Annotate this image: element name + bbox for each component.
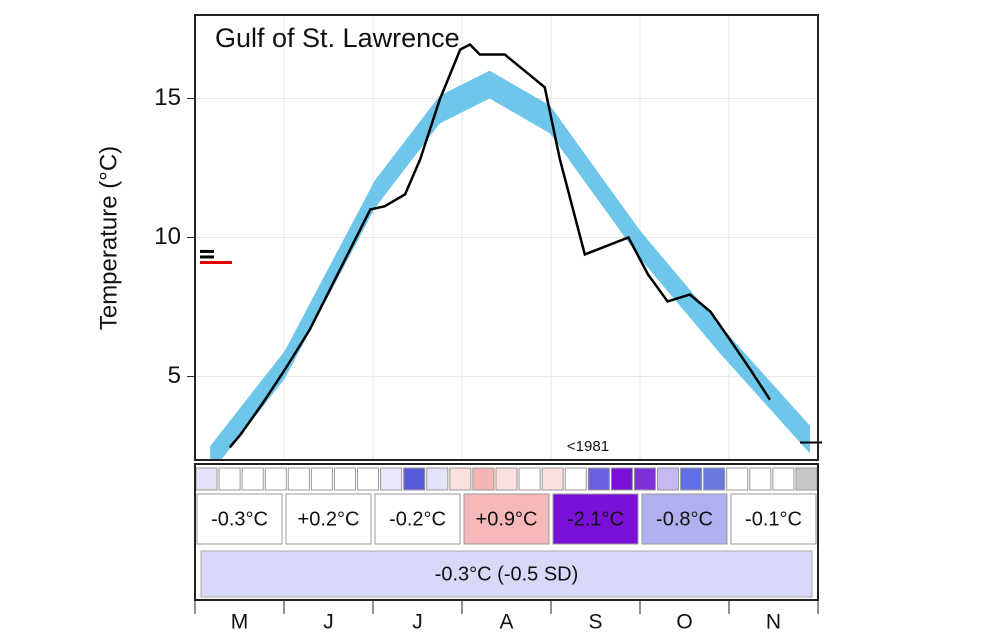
monthly-box [196, 493, 283, 545]
weekly-cell [241, 467, 264, 491]
x-tick-label: M [231, 611, 249, 634]
x-tick-label: N [766, 611, 781, 634]
weekly-cell [333, 467, 357, 491]
y-tick-label: 10 [154, 223, 181, 250]
monthly-box [730, 493, 817, 545]
weekly-cell [264, 467, 287, 491]
weekly-cell [749, 467, 772, 491]
weekly-cell [310, 467, 333, 491]
weekly-cell [495, 467, 518, 491]
monthly-box [641, 493, 728, 545]
monthly-label: -0.3°C [211, 508, 268, 530]
y-tick-label: 5 [168, 362, 181, 389]
x-tick-label: J [412, 611, 423, 634]
weekly-cell [195, 467, 218, 491]
x-tick-label: J [323, 611, 334, 634]
weekly-cell [380, 467, 403, 491]
data-line [228, 42, 771, 449]
monthly-label: +0.2°C [298, 508, 360, 530]
monthly-box [285, 493, 372, 545]
weekly-cell [703, 467, 726, 491]
weekly-cell [772, 467, 795, 491]
y-axis-label: Temperature (°C) [95, 146, 122, 330]
weekly-cell [218, 467, 241, 491]
weekly-cell [795, 467, 818, 491]
weekly-cell [287, 467, 310, 491]
season-label: -0.3°C (-0.5 SD) [435, 563, 579, 585]
x-tick-label: O [676, 611, 692, 634]
chart-title: Gulf of St. Lawrence [215, 23, 460, 53]
weekly-cell [357, 467, 380, 491]
end-mark-label: <1981 [567, 438, 609, 455]
monthly-label: +0.9°C [476, 508, 538, 530]
weekly-cell [564, 467, 587, 491]
monthly-box [463, 493, 550, 545]
season-box [200, 550, 813, 598]
weekly-cell [472, 467, 495, 491]
climatology-band [210, 70, 810, 460]
monthly-box [552, 493, 639, 545]
weekly-cell [403, 467, 426, 491]
weekly-cell [587, 467, 610, 491]
x-tick-label: S [588, 611, 602, 634]
weekly-cell [680, 467, 703, 491]
monthly-label: -0.1°C [745, 508, 802, 530]
weekly-cell [633, 467, 656, 491]
lower-frame [194, 463, 819, 601]
x-tick-label: A [499, 611, 513, 634]
weekly-cell [426, 467, 449, 491]
monthly-label: -0.2°C [389, 508, 446, 530]
weekly-cell [541, 467, 564, 491]
y-tick-label: 15 [154, 84, 181, 111]
weekly-cell [610, 467, 633, 491]
weekly-cell [449, 467, 472, 491]
weekly-cell [726, 467, 749, 491]
weekly-cell [518, 467, 541, 491]
plot-area [210, 42, 810, 460]
weekly-cell [656, 467, 680, 491]
monthly-box [374, 493, 461, 545]
monthly-label: -0.8°C [656, 508, 713, 530]
monthly-label: -2.1°C [567, 508, 624, 530]
plot-frame [194, 14, 819, 461]
